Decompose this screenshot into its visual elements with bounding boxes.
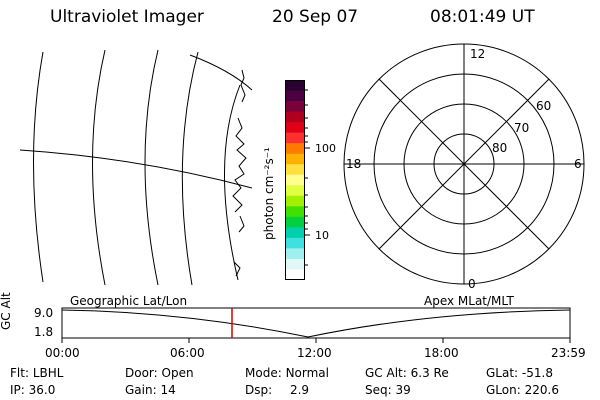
- longitude-line: [144, 49, 159, 286]
- info-glon-label: GLon:: [486, 383, 521, 397]
- info-glat: GLat: -51.8: [486, 366, 553, 380]
- info-glon-value: 220.6: [524, 383, 559, 397]
- colorbar-tick-10: 10: [315, 229, 329, 242]
- timeline-left-label: Geographic Lat/Lon: [70, 294, 188, 308]
- colorbar-band: [285, 237, 305, 249]
- latitude-line: [189, 54, 253, 91]
- info-gc-alt-label: GC Alt:: [365, 366, 407, 380]
- mlt-label-18: 18: [346, 157, 361, 171]
- colorbar-band: [285, 111, 305, 123]
- timeline-plot: [61, 307, 571, 343]
- timeline-y-axis-label: GC Alt: [0, 292, 13, 330]
- info-dsp-value: 2.9: [289, 383, 310, 397]
- colorbar-band: [285, 248, 305, 260]
- colorbar-band: [285, 80, 305, 92]
- info-mode-label: Mode:: [245, 366, 282, 380]
- mlt-label-12: 12: [470, 47, 485, 61]
- latitude-line: [20, 149, 253, 189]
- info-flt: Flt: LBHL: [10, 366, 63, 380]
- altitude-curve: [61, 309, 571, 338]
- lat-label-80: 80: [492, 141, 507, 155]
- longitude-line: [33, 51, 44, 283]
- colorbar-band: [285, 132, 305, 144]
- info-dsp-label: Dsp:: [245, 383, 273, 397]
- timeline-x-tick-2359: 23:59: [551, 346, 586, 360]
- timeline-right-label: Apex MLat/MLT: [424, 294, 514, 308]
- colorbar-band: [285, 206, 305, 218]
- colorbar-band: [285, 122, 305, 134]
- colorbar-tick-100: 100: [315, 142, 336, 155]
- colorbar-band: [285, 258, 305, 270]
- info-door: Door: Open: [125, 366, 194, 380]
- colorbar-band: [285, 143, 305, 155]
- info-mode: Mode: Normal: [245, 366, 329, 380]
- colorbar-band: [285, 153, 305, 165]
- timeline-x-tick-0600: 06:00: [170, 346, 205, 360]
- info-gc-alt: GC Alt: 6.3 Re: [365, 366, 449, 380]
- mlt-label-0: 0: [468, 277, 476, 290]
- timeline-y-tick-bottom: 1.8: [34, 325, 54, 339]
- lat-label-60: 60: [536, 99, 551, 113]
- longitude-line: [223, 84, 241, 281]
- colorbar-unit-label: photon cm⁻²s⁻¹: [262, 147, 276, 240]
- info-door-value: Open: [161, 366, 194, 380]
- info-seq-label: Seq:: [365, 383, 392, 397]
- geographic-map: [20, 49, 253, 286]
- mlt-label-6: 6: [574, 157, 582, 171]
- colorbar-band: [285, 164, 305, 176]
- info-gain-value: 14: [160, 383, 176, 397]
- timeline-y-tick-top: 9.0: [34, 306, 54, 320]
- info-door-label: Door:: [125, 366, 158, 380]
- mlt-diagonal: [378, 78, 550, 250]
- colorbar-band: [285, 216, 305, 228]
- timeline-x-tick-0000: 00:00: [45, 346, 80, 360]
- colorbar-band: [285, 101, 305, 113]
- colorbar-band: [285, 90, 305, 102]
- colorbar-band: [285, 227, 305, 239]
- info-ip-value: 36.0: [28, 383, 56, 397]
- info-seq-value: 39: [395, 383, 411, 397]
- info-flt-value: LBHL: [32, 366, 64, 380]
- info-ip-label: IP:: [10, 383, 25, 397]
- timeline-x-tick-1200: 12:00: [297, 346, 332, 360]
- longitude-line: [92, 49, 106, 286]
- colorbar: [285, 80, 305, 280]
- colorbar-ticks: 100 10: [305, 89, 336, 266]
- info-ip: IP: 36.0: [10, 383, 55, 397]
- info-gc-alt-value: 6.3 Re: [410, 366, 449, 380]
- info-glat-value: -51.8: [521, 366, 553, 380]
- polar-plot: 12 18 6 0 60 70 80: [343, 43, 585, 290]
- colorbar-band: [285, 185, 305, 197]
- info-gain-label: Gain:: [125, 383, 157, 397]
- info-dsp: Dsp: 2.9: [245, 383, 309, 397]
- colorbar-band: [285, 195, 305, 207]
- info-mode-value: Normal: [285, 366, 329, 380]
- timeline-x-tick-1800: 18:00: [424, 346, 459, 360]
- info-glon: GLon: 220.6: [486, 383, 559, 397]
- date-label: 20 Sep 07: [272, 7, 359, 27]
- info-gain: Gain: 14: [125, 383, 176, 397]
- coastline: [232, 69, 247, 277]
- time-label: 08:01:49 UT: [430, 7, 535, 27]
- colorbar-band: [285, 269, 305, 280]
- info-seq: Seq: 39: [365, 383, 411, 397]
- lat-label-70: 70: [514, 121, 529, 135]
- colorbar-border: [285, 80, 305, 280]
- info-flt-label: Flt:: [10, 366, 29, 380]
- app-title: Ultraviolet Imager: [50, 7, 204, 27]
- longitude-line: [181, 51, 199, 286]
- colorbar-band: [285, 174, 305, 186]
- info-glat-label: GLat:: [486, 366, 519, 380]
